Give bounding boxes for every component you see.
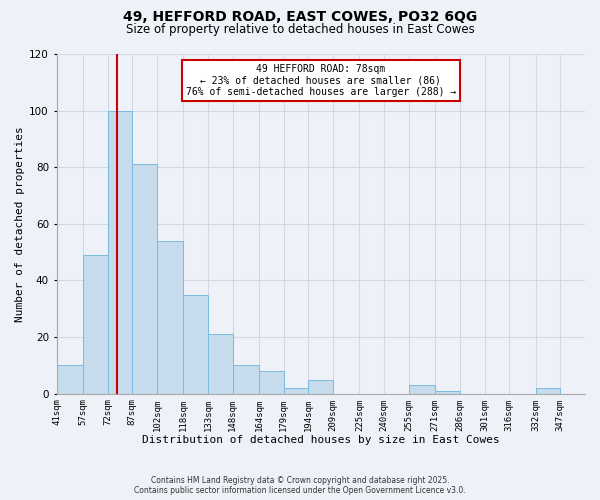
Text: Contains HM Land Registry data © Crown copyright and database right 2025.
Contai: Contains HM Land Registry data © Crown c… — [134, 476, 466, 495]
Bar — [435, 391, 460, 394]
Bar — [157, 241, 184, 394]
Bar — [259, 371, 284, 394]
Bar — [83, 255, 107, 394]
Bar — [409, 385, 435, 394]
Bar — [536, 388, 560, 394]
Bar — [184, 294, 208, 394]
Bar — [233, 366, 259, 394]
Bar — [56, 366, 83, 394]
Text: 49, HEFFORD ROAD, EAST COWES, PO32 6QG: 49, HEFFORD ROAD, EAST COWES, PO32 6QG — [123, 10, 477, 24]
Bar — [308, 380, 333, 394]
Bar — [107, 110, 132, 394]
Text: 49 HEFFORD ROAD: 78sqm
← 23% of detached houses are smaller (86)
76% of semi-det: 49 HEFFORD ROAD: 78sqm ← 23% of detached… — [185, 64, 456, 98]
Bar — [284, 388, 308, 394]
Bar — [132, 164, 157, 394]
X-axis label: Distribution of detached houses by size in East Cowes: Distribution of detached houses by size … — [142, 435, 500, 445]
Y-axis label: Number of detached properties: Number of detached properties — [15, 126, 25, 322]
Text: Size of property relative to detached houses in East Cowes: Size of property relative to detached ho… — [125, 22, 475, 36]
Bar — [208, 334, 233, 394]
